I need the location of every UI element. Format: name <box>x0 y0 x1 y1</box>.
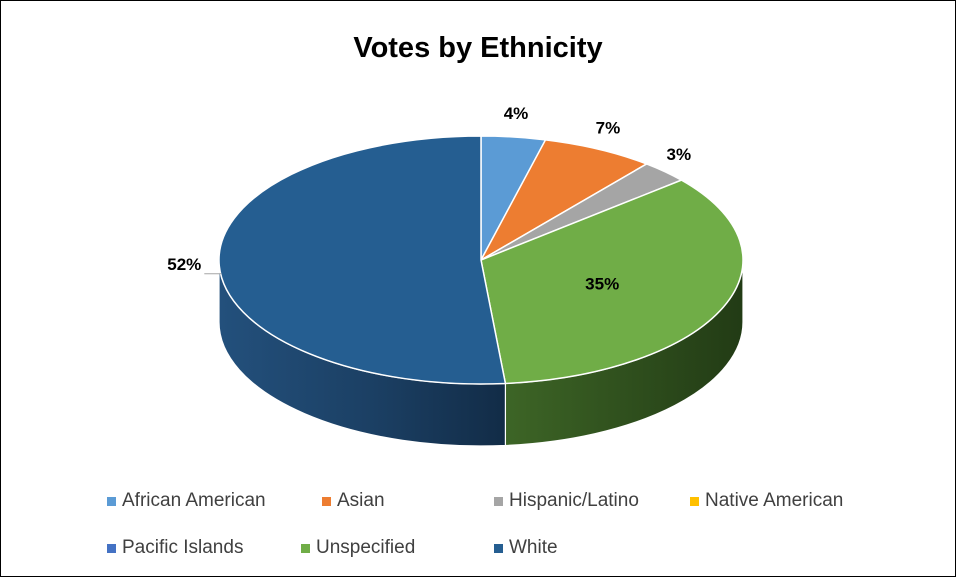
chart-title: Votes by Ethnicity <box>353 32 603 64</box>
data-label-white: 52% <box>167 255 201 274</box>
data-label-asian: 7% <box>596 119 621 138</box>
data-label-unspecified: 35% <box>585 275 619 294</box>
pie-slice-white <box>218 135 507 385</box>
pie-slice-asian <box>480 139 648 261</box>
data-label-hispanic-latino: 3% <box>667 145 692 164</box>
data-labels: 4% 7% 3% 35% 52% <box>167 104 691 293</box>
pie-slices <box>218 135 744 385</box>
pie-slice-unspecified <box>480 179 744 385</box>
data-label-african-american: 4% <box>504 104 529 123</box>
